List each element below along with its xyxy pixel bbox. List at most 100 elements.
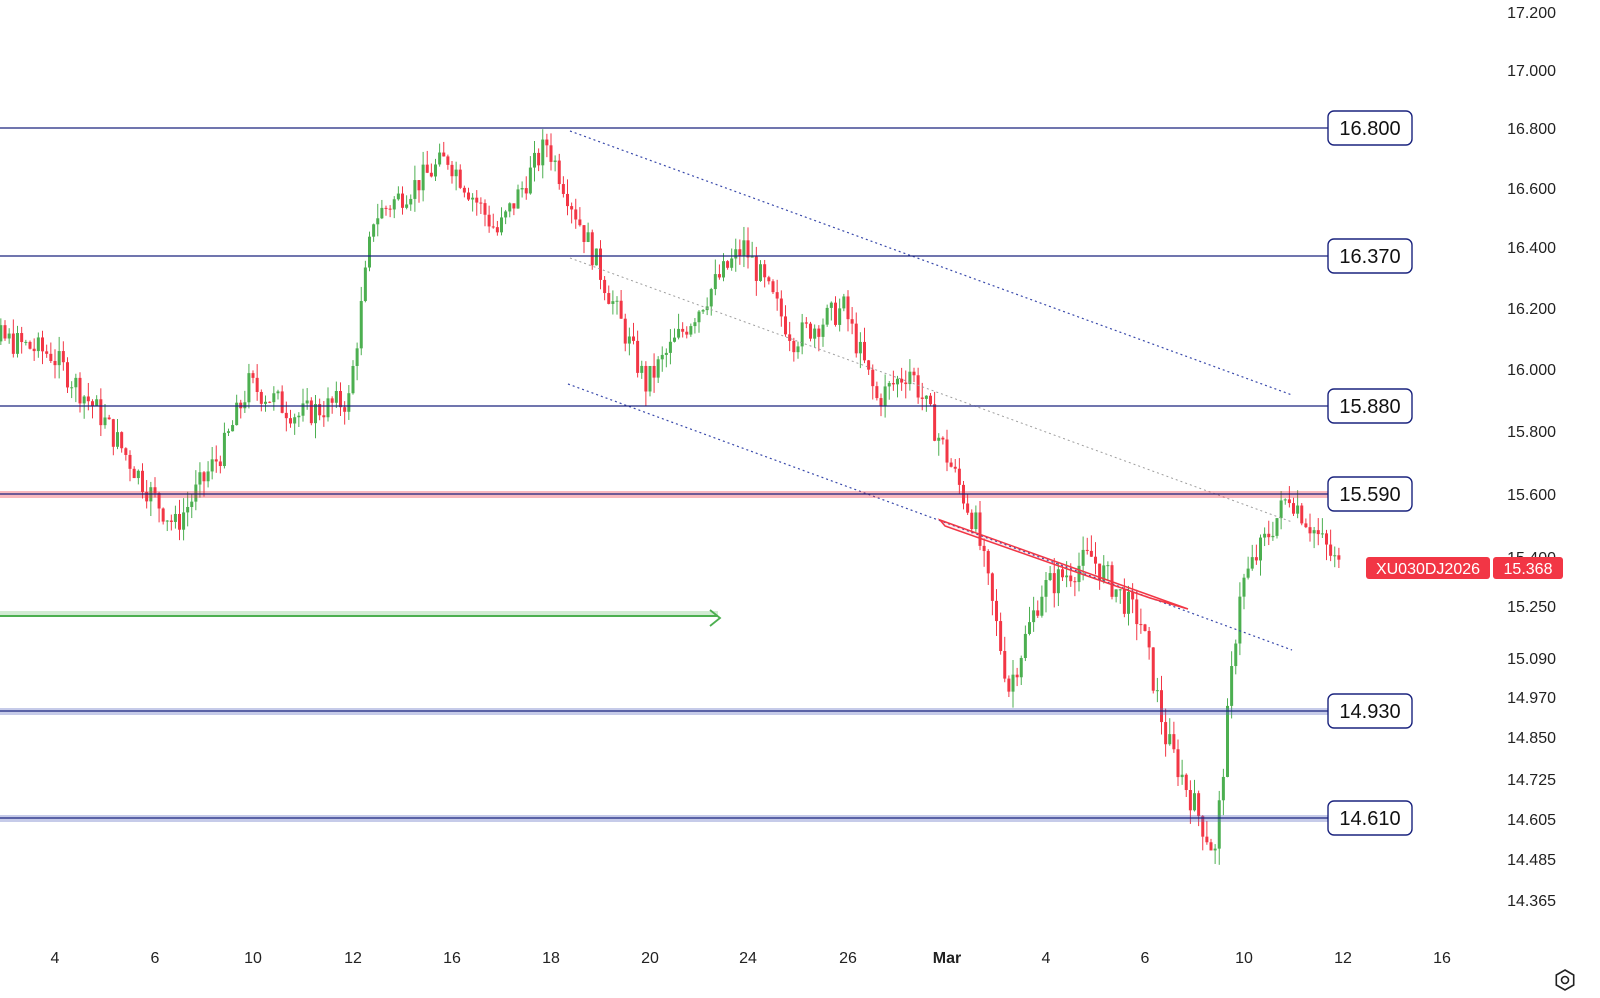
candle-body <box>487 214 491 227</box>
candle-body <box>190 501 194 507</box>
candle-body <box>1279 500 1283 519</box>
candle-body <box>318 404 322 416</box>
candle-body <box>677 328 681 338</box>
x-tick-label: 24 <box>739 950 757 967</box>
candle-body <box>99 399 103 426</box>
candle-body <box>1337 555 1341 560</box>
candle-body <box>218 461 222 467</box>
candle-body <box>1065 575 1069 578</box>
candle-body <box>933 404 937 441</box>
x-tick-label: 12 <box>344 950 362 967</box>
candle-body <box>520 188 524 190</box>
level-label-box[interactable] <box>1327 476 1413 512</box>
candle-body <box>91 401 94 407</box>
candle-body <box>1176 749 1180 778</box>
candle-body <box>1238 596 1242 644</box>
candle-body <box>20 333 24 343</box>
candle-body <box>1085 549 1089 551</box>
candle-body <box>247 373 251 403</box>
level-label-box[interactable] <box>1327 110 1413 146</box>
price-axis[interactable]: 17.200 17.000 16.800 16.600 16.400 16.200 16.0… <box>1507 5 1556 910</box>
candle-body <box>24 341 28 343</box>
candle-body <box>717 274 721 278</box>
candle-body <box>351 365 355 394</box>
candle-body <box>640 365 644 373</box>
candle-body <box>713 274 717 290</box>
candle-body <box>78 377 82 404</box>
candle-body <box>792 340 796 353</box>
candle-body <box>289 418 292 424</box>
candle-body <box>343 407 347 412</box>
candle-body <box>603 279 607 294</box>
candle-body <box>1061 569 1064 578</box>
red-wedge-shape <box>937 518 1189 610</box>
y-tick-label: 16.400 <box>1507 240 1556 257</box>
candle-body <box>570 206 574 210</box>
candle-body <box>957 468 961 485</box>
candle-body <box>413 180 417 199</box>
level-label-box[interactable] <box>1327 800 1413 836</box>
candle-body <box>553 160 557 162</box>
candle-body <box>924 395 928 399</box>
candle-body <box>908 371 912 385</box>
y-tick-label: 14.850 <box>1507 730 1556 747</box>
level-label-box[interactable] <box>1327 388 1413 424</box>
candle-body <box>867 360 871 370</box>
candle-body <box>182 512 186 530</box>
candle-body <box>1052 573 1056 594</box>
candle-body <box>945 439 949 463</box>
candle-body <box>829 302 833 308</box>
time-axis[interactable]: 4 6 10 12 16 18 20 24 26 Mar 4 6 10 12 16 <box>51 950 1451 967</box>
candle-body <box>953 466 957 469</box>
candle-body <box>607 293 611 304</box>
gear-icon[interactable] <box>1552 967 1578 993</box>
candle-body <box>1296 505 1300 514</box>
candle-body <box>1271 535 1275 538</box>
candle-body <box>1023 633 1027 659</box>
candle-body <box>500 217 503 233</box>
candle-body <box>276 391 280 394</box>
candle-body <box>309 400 313 424</box>
candle-body <box>541 139 545 166</box>
candle-body <box>401 193 404 208</box>
candle-body <box>107 417 111 420</box>
candle-body <box>1283 499 1287 501</box>
candle-body <box>1127 591 1130 614</box>
symbol-tag-bg <box>1366 557 1490 579</box>
candle-body <box>1114 589 1118 597</box>
candle-body <box>759 264 762 281</box>
candle-body <box>726 261 730 268</box>
candle-body <box>627 336 631 344</box>
candle-body <box>405 204 409 208</box>
level-lines: 16.800 16.370 15.880 15.590 14.930 14.610 <box>0 110 1413 836</box>
candle-body <box>912 371 916 376</box>
candle-body <box>86 396 90 402</box>
candle-body <box>1217 800 1221 849</box>
level-label-box[interactable] <box>1327 238 1413 274</box>
price-tag-bg <box>1493 557 1563 579</box>
candle-body <box>450 164 454 177</box>
candle-body <box>846 296 850 320</box>
candle-body <box>858 341 862 354</box>
candle-body <box>326 398 330 418</box>
candle-body <box>1275 518 1279 536</box>
candle-body <box>1226 705 1229 777</box>
candle-body <box>169 520 173 522</box>
y-tick-label: 14.725 <box>1507 772 1556 789</box>
candle-body <box>128 454 132 469</box>
candle-body <box>904 382 908 385</box>
candle-body <box>0 325 3 342</box>
level-label-box[interactable] <box>1327 693 1413 729</box>
candle-body <box>11 333 15 354</box>
candle-body <box>491 226 495 228</box>
y-tick-label: 15.800 <box>1507 424 1556 441</box>
level-label: 16.370 <box>1339 246 1400 268</box>
candle-body <box>978 512 982 546</box>
candle-body <box>1143 624 1147 631</box>
candle-body <box>771 281 775 293</box>
candle-body <box>145 491 149 502</box>
candle-body <box>995 600 998 622</box>
candle-body <box>194 484 198 502</box>
candle-body <box>1325 533 1328 545</box>
